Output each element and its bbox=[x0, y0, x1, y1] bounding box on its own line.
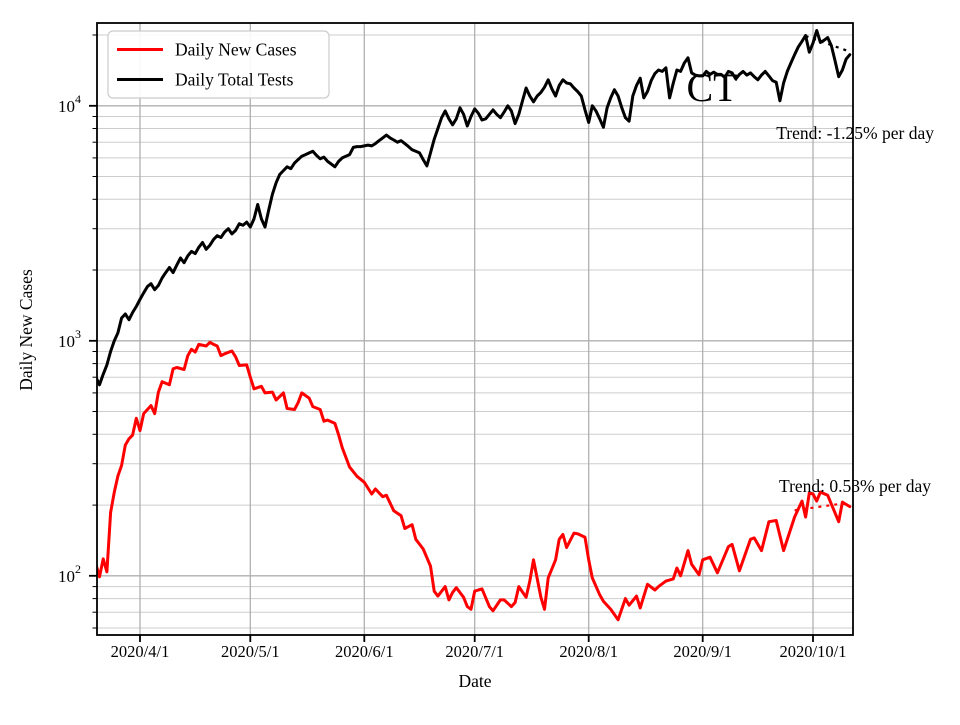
data-series bbox=[97, 29, 852, 622]
legend: Daily New Cases Daily Total Tests bbox=[107, 30, 330, 99]
legend-box bbox=[107, 30, 330, 99]
legend-label-tests: Daily Total Tests bbox=[175, 70, 294, 90]
x-tick-label: 2020/9/1 bbox=[673, 642, 732, 661]
x-tick-label: 2020/5/1 bbox=[221, 642, 280, 661]
x-tick-labels: 2020/4/1 2020/5/1 2020/6/1 2020/7/1 2020/8/1… bbox=[111, 642, 847, 661]
x-tick-label: 2020/6/1 bbox=[335, 642, 394, 661]
y-tick-label: 102 bbox=[58, 562, 81, 586]
axis-ticks bbox=[89, 34, 814, 642]
plot-frame bbox=[96, 22, 854, 636]
y-tick-label: 103 bbox=[58, 327, 81, 351]
y-tick-labels: 102 103 104 bbox=[58, 92, 81, 586]
legend-label-cases: Daily New Cases bbox=[175, 40, 297, 60]
x-tick-label: 2020/4/1 bbox=[111, 642, 170, 661]
x-tick-label: 2020/8/1 bbox=[559, 642, 618, 661]
x-tick-label: 2020/10/1 bbox=[780, 642, 847, 661]
cases-trend-annotation: Trend: 0.53% per day bbox=[779, 476, 931, 496]
x-tick-label: 2020/7/1 bbox=[445, 642, 504, 661]
y-axis-title: Daily New Cases bbox=[16, 269, 36, 391]
x-axis-title: Date bbox=[458, 671, 491, 691]
gridlines bbox=[97, 23, 853, 635]
tests-trend-annotation: Trend: -1.25% per day bbox=[776, 123, 934, 143]
series-line-daily-total-tests bbox=[97, 29, 852, 387]
chart-title: CT bbox=[686, 65, 737, 110]
y-tick-label: 104 bbox=[58, 92, 81, 116]
series-line-daily-new-cases bbox=[97, 340, 852, 622]
